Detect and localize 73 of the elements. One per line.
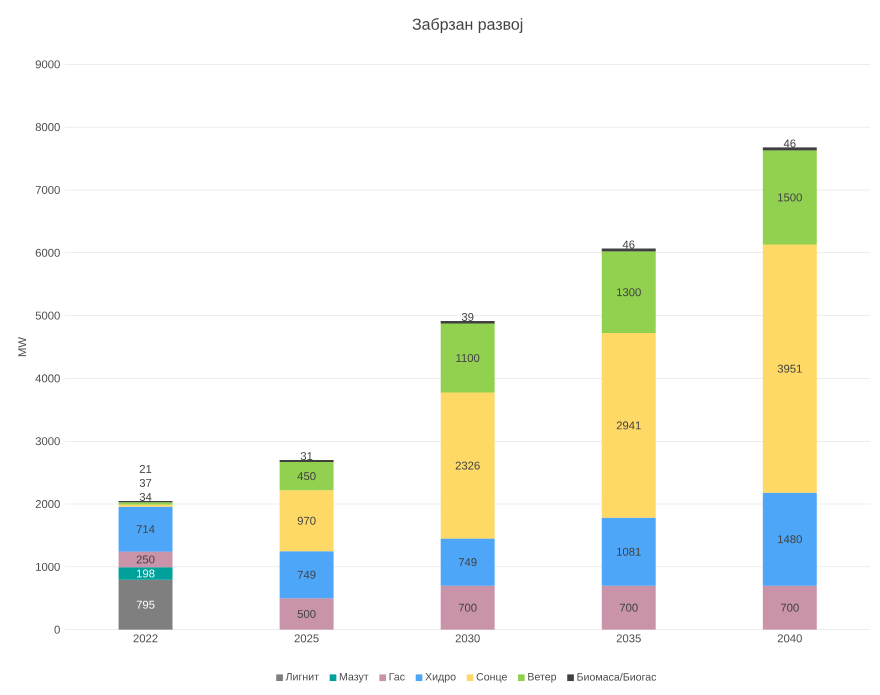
- data-label: 714: [136, 525, 155, 534]
- x-tick-label: 2030: [456, 634, 480, 643]
- data-label: 250: [136, 556, 155, 564]
- bar: [440, 324, 495, 393]
- bar: [602, 333, 656, 518]
- bar: [762, 244, 817, 493]
- data-label: 1081: [617, 548, 641, 556]
- data-label: 2941: [616, 422, 641, 430]
- legend-label: Хидро: [425, 673, 456, 683]
- bar: [118, 580, 173, 630]
- legend-label: Ветер: [528, 673, 556, 683]
- y-tick-label: 8000: [36, 123, 60, 132]
- bar: [602, 248, 656, 252]
- data-label: 37: [140, 479, 152, 488]
- legend-label: Гас: [390, 673, 405, 681]
- data-label: 1300: [617, 288, 641, 296]
- bar: [602, 252, 656, 334]
- legend-label: Лигнит: [286, 673, 319, 681]
- bar: [440, 392, 495, 539]
- data-label: 3951: [778, 364, 802, 373]
- bar: [602, 518, 656, 586]
- data-label: 46: [784, 140, 796, 148]
- bar: [762, 492, 817, 586]
- y-tick-label: 2000: [36, 500, 60, 508]
- data-label: 450: [297, 472, 316, 480]
- data-label: 700: [458, 604, 477, 612]
- y-tick-label: 1000: [36, 563, 60, 572]
- data-label: 749: [298, 570, 316, 579]
- data-label: 700: [780, 604, 799, 612]
- data-label: 34: [140, 493, 152, 502]
- legend-label: Биомаса/Биогас: [577, 673, 656, 681]
- x-tick-label: 2022: [134, 634, 158, 643]
- bar: [762, 586, 817, 630]
- y-tick-label: 4000: [35, 374, 60, 383]
- bar: [762, 150, 817, 245]
- bar: [440, 586, 495, 630]
- y-tick-label: 5000: [36, 312, 60, 320]
- data-label: 1500: [778, 194, 802, 202]
- y-tick-label: 6000: [36, 248, 60, 257]
- y-tick-label: 3000: [36, 437, 60, 446]
- x-tick-label: 2040: [778, 634, 802, 643]
- data-label: 970: [298, 516, 316, 525]
- data-label: 795: [136, 600, 154, 609]
- bar: [762, 148, 817, 150]
- legend-label: Сонце: [476, 673, 507, 683]
- y-tick-label: 0: [54, 626, 60, 634]
- chart-title: Забрзан развој: [412, 18, 522, 34]
- data-label: 1480: [778, 535, 802, 544]
- data-label: 2326: [456, 462, 480, 470]
- data-label: 31: [300, 452, 312, 460]
- bar: [440, 321, 495, 324]
- y-tick-label: 7000: [36, 186, 60, 194]
- x-tick-label: 2025: [294, 634, 319, 643]
- bar: [440, 538, 495, 586]
- data-label: 21: [140, 465, 152, 474]
- data-label: 39: [462, 313, 474, 322]
- bar: [118, 552, 173, 568]
- data-label: 700: [620, 604, 638, 612]
- data-label: 198: [136, 570, 154, 578]
- data-label: 46: [622, 240, 635, 249]
- data-label: 749: [458, 558, 477, 566]
- y-axis-title: MW: [18, 337, 26, 356]
- bar: [280, 598, 334, 630]
- bar: [280, 462, 334, 490]
- data-label: 500: [298, 610, 316, 618]
- legend-label: Мазут: [340, 673, 368, 683]
- bar: [118, 506, 173, 552]
- y-tick-label: 9000: [36, 60, 60, 68]
- data-label: 1100: [456, 354, 480, 362]
- bar: [280, 490, 334, 552]
- bar: [280, 551, 334, 598]
- x-tick-label: 2035: [616, 634, 641, 643]
- bar: [602, 586, 656, 630]
